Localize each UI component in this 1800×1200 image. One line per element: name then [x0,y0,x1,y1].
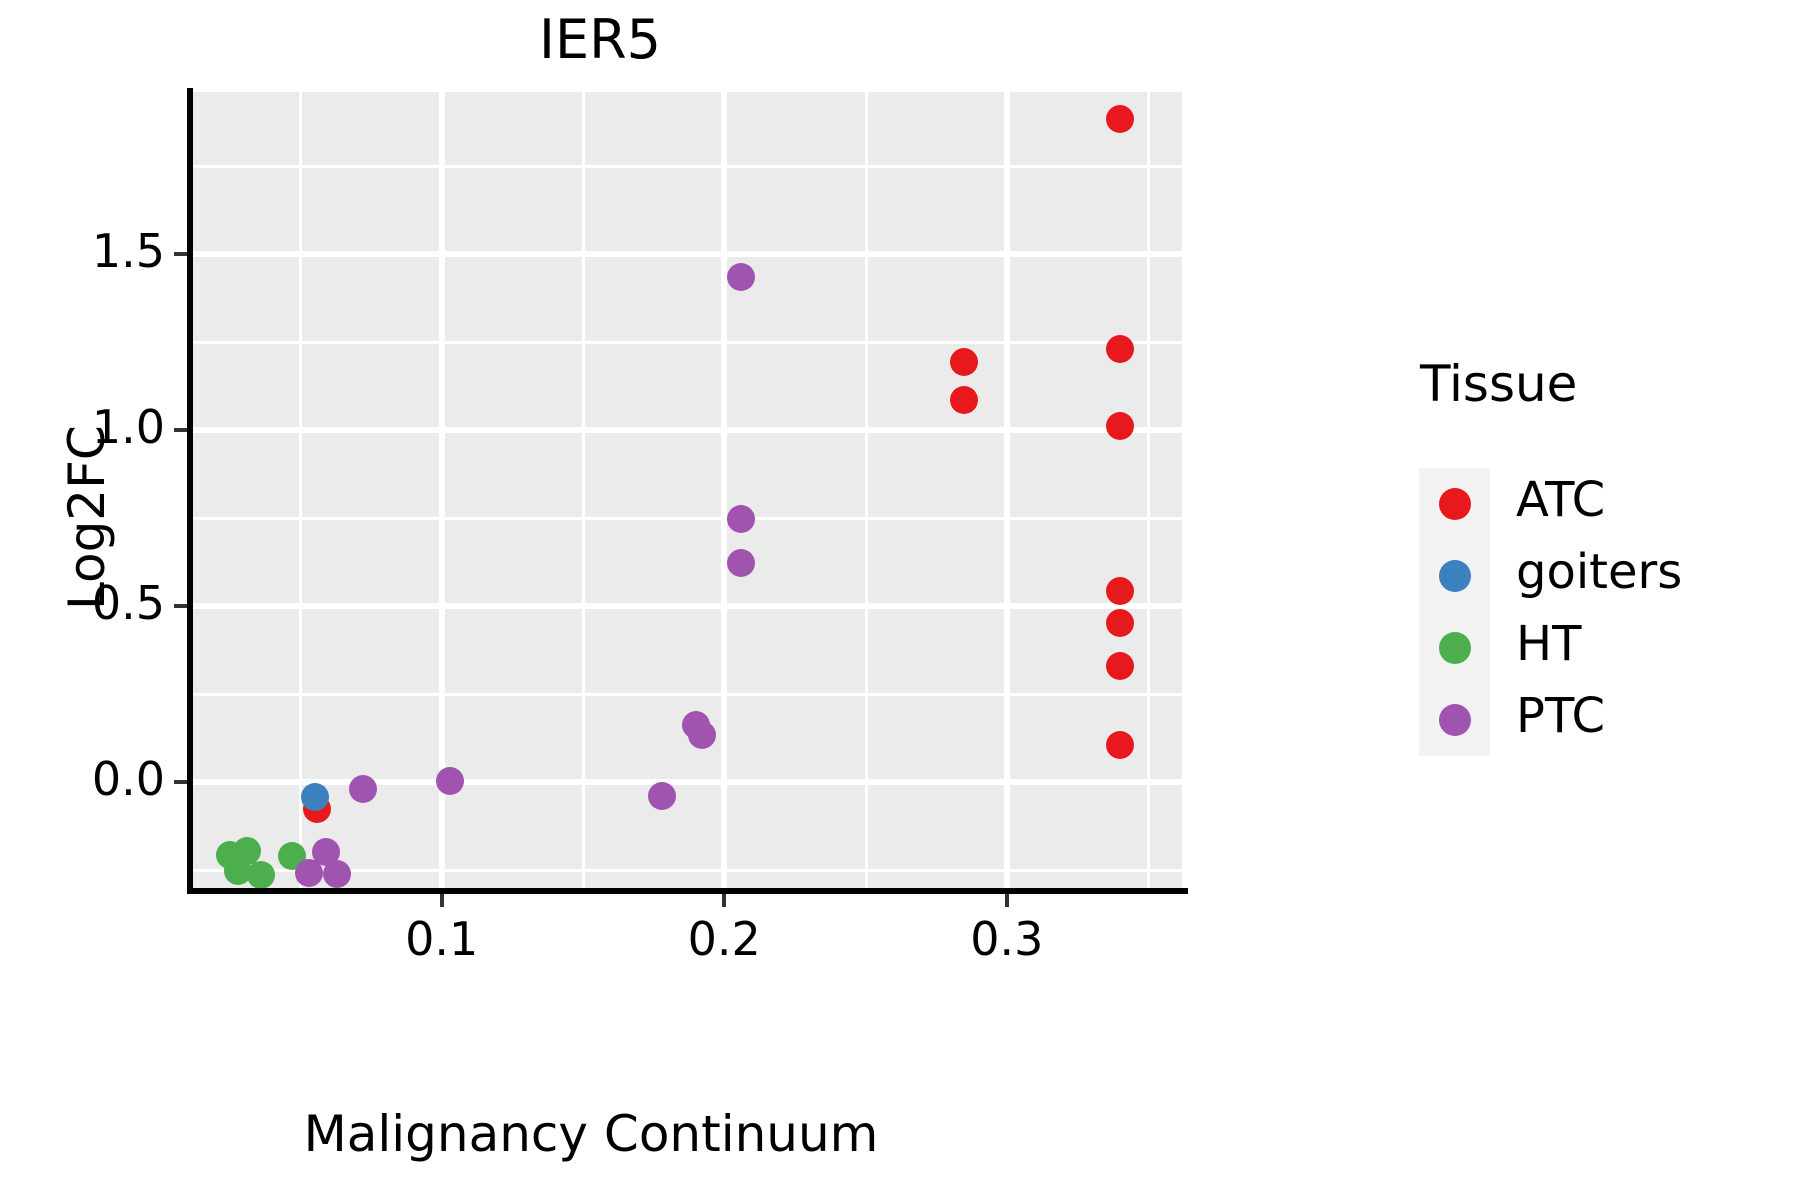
x-tick-label: 0.3 [970,912,1044,966]
y-axis-title: Log2FC [58,425,116,610]
gridline-minor-horizontal [193,693,1182,697]
x-axis-line [187,888,1188,894]
legend-key-atc[interactable] [1438,488,1471,520]
gridline-major-vertical [438,92,445,888]
gridline-minor-vertical [581,92,585,888]
gridline-major-vertical [721,92,728,888]
legend-title: Tissue [1420,355,1578,413]
y-axis-line [187,88,193,894]
y-tick-mark [174,428,187,433]
legend-label-goiters: goiters [1516,544,1683,600]
legend-key-goiters[interactable] [1438,560,1471,592]
data-point-ptc [727,262,756,291]
gridline-minor-horizontal [193,341,1182,345]
data-point-atc [1105,335,1134,364]
data-point-ptc [348,774,377,803]
x-tick-mark [1004,894,1009,907]
y-tick-label: 0.5 [91,576,165,631]
gridline-minor-vertical [864,92,868,888]
y-tick-mark [174,604,187,609]
data-point-atc [1105,577,1134,606]
x-tick-label: 0.2 [687,912,761,966]
plot-panel [193,92,1182,888]
legend-key-ptc[interactable] [1438,704,1471,736]
y-tick-mark [174,252,187,257]
data-point-atc [1105,609,1134,638]
data-point-ptc [436,766,465,795]
y-tick-label: 0.0 [91,752,165,807]
gridline-major-horizontal [193,427,1182,434]
data-point-ptc [648,782,677,811]
chart-title: IER5 [539,8,661,71]
gridline-minor-horizontal [193,869,1182,873]
legend-label-ptc: PTC [1516,688,1605,744]
data-point-ptc [727,504,756,533]
y-tick-label: 1.0 [91,400,165,455]
data-point-atc [1105,411,1134,440]
data-point-ht [246,860,275,889]
gridline-minor-vertical [1147,92,1151,888]
data-point-atc [950,385,979,414]
gridline-minor-horizontal [193,164,1182,168]
x-axis-title: Malignancy Continuum [303,1105,879,1163]
y-tick-mark [174,780,187,785]
legend-label-ht: HT [1516,616,1582,672]
data-point-atc [1105,652,1134,681]
y-tick-label: 1.5 [91,224,165,279]
data-point-ptc [687,721,716,750]
x-tick-label: 0.1 [405,912,479,966]
data-point-goiters [300,783,329,812]
x-tick-mark [722,894,727,907]
gridline-major-vertical [1003,92,1010,888]
gridline-minor-vertical [299,92,303,888]
x-tick-mark [439,894,444,907]
data-point-ptc [323,859,352,888]
data-point-atc [1105,731,1134,760]
legend-label-atc: ATC [1516,472,1606,528]
legend-key-ht[interactable] [1438,632,1471,664]
gridline-major-horizontal [193,251,1182,258]
data-point-ptc [727,548,756,577]
data-point-ptc [294,859,323,888]
gridline-major-horizontal [193,779,1182,786]
data-point-atc [1105,104,1134,133]
gridline-minor-horizontal [193,517,1182,521]
data-point-atc [950,348,979,377]
gridline-major-horizontal [193,603,1182,610]
